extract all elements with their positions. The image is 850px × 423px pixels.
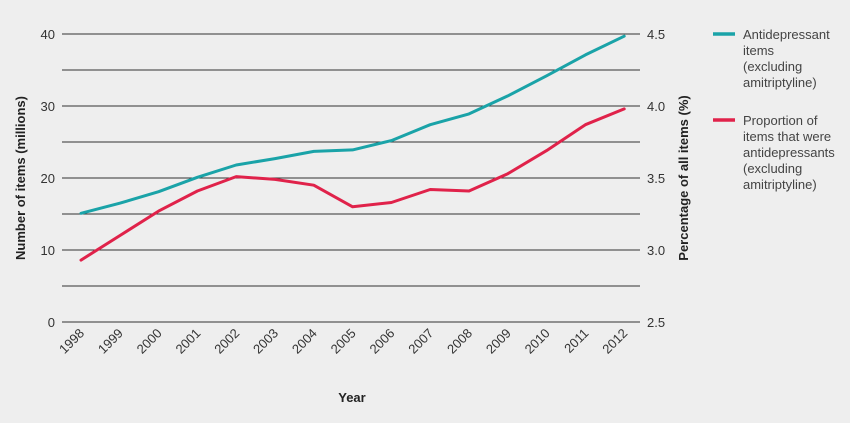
x-tick-label: 2010 xyxy=(522,326,553,357)
left-tick-label: 10 xyxy=(41,243,55,258)
left-axis-title: Number of items (millions) xyxy=(13,96,28,260)
series-lines xyxy=(79,34,626,262)
x-tick-label: 2003 xyxy=(250,326,281,357)
x-tick-label: 1999 xyxy=(95,326,126,357)
left-tick-label: 0 xyxy=(48,315,55,330)
right-tick-label: 4.0 xyxy=(647,99,665,114)
series-line-1 xyxy=(79,34,626,215)
right-tick-label: 4.5 xyxy=(647,27,665,42)
left-tick-label: 20 xyxy=(41,171,55,186)
right-tick-label: 3.0 xyxy=(647,243,665,258)
left-axis-ticks: 0 10 20 30 40 xyxy=(41,27,55,330)
x-tick-label: 2012 xyxy=(599,326,630,357)
series-line-2 xyxy=(79,107,626,262)
x-tick-label: 2000 xyxy=(134,326,165,357)
x-tick-label: 1998 xyxy=(56,326,87,357)
right-tick-label: 2.5 xyxy=(647,315,665,330)
legend-label-2: Proportion of items that were antidepressa… xyxy=(743,113,835,192)
right-tick-label: 3.5 xyxy=(647,171,665,186)
left-tick-label: 40 xyxy=(41,27,55,42)
legend-label-1: Antidepressant items (excluding amitriptyli… xyxy=(743,27,830,90)
x-tick-label: 2009 xyxy=(483,326,514,357)
x-tick-label: 2004 xyxy=(289,326,320,357)
x-axis-ticks: 1998 1999 2000 2001 2002 2003 2004 2005 2006 2007… xyxy=(56,326,630,357)
x-tick-label: 2008 xyxy=(444,326,475,357)
x-tick-label: 2011 xyxy=(561,326,591,356)
x-tick-label: 2001 xyxy=(172,326,203,357)
x-axis-title: Year xyxy=(338,390,365,405)
x-tick-label: 2007 xyxy=(405,326,436,357)
x-tick-label: 2005 xyxy=(328,326,359,357)
right-axis-ticks: 2.5 3.0 3.5 4.0 4.5 xyxy=(647,27,665,330)
x-tick-label: 2006 xyxy=(366,326,397,357)
gridlines xyxy=(62,33,640,323)
right-axis-title: Percentage of all items (%) xyxy=(676,95,691,260)
legend: Antidepressant items (excluding amitriptyli… xyxy=(713,27,835,192)
x-tick-label: 2002 xyxy=(211,326,242,357)
left-tick-label: 30 xyxy=(41,99,55,114)
